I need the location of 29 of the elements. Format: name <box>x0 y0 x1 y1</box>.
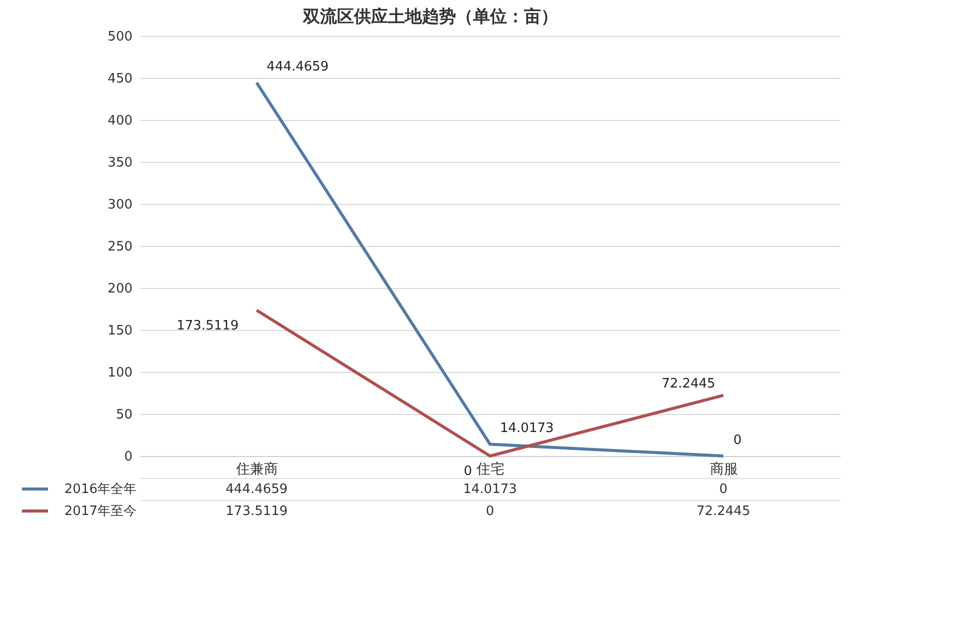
chart-title: 双流区供应土地趋势（单位：亩） <box>302 7 558 27</box>
legend-label: 2017年至今 <box>64 504 136 519</box>
annotation: 444.4659 <box>266 60 329 75</box>
annotation: 0 <box>464 464 472 479</box>
y-tick-label: 200 <box>108 282 132 296</box>
data-label: 72.2445 <box>696 504 750 519</box>
x-tick-label: 住兼商 <box>235 462 278 478</box>
data-label: 0 <box>486 504 494 519</box>
y-tick-label: 250 <box>108 240 132 254</box>
data-label: 14.0173 <box>463 482 517 497</box>
x-tick-label: 住宅 <box>476 462 504 478</box>
annotation: 173.5119 <box>176 318 239 334</box>
y-tick-label: 400 <box>108 114 132 128</box>
legend-label: 2016年全年 <box>64 482 136 497</box>
y-tick-label: 50 <box>116 408 132 422</box>
y-tick-label: 300 <box>108 198 132 212</box>
annotation: 0 <box>733 433 742 448</box>
y-tick-label: 350 <box>108 156 132 170</box>
y-tick-label: 500 <box>108 30 132 44</box>
data-label: 173.5119 <box>226 504 288 519</box>
y-tick-label: 100 <box>108 366 132 380</box>
annotation: 72.2445 <box>662 376 716 392</box>
data-label: 444.4659 <box>226 482 288 497</box>
y-tick-label: 450 <box>108 72 132 86</box>
data-label: 0 <box>719 482 728 497</box>
y-tick-label: 150 <box>108 324 132 338</box>
x-tick-label: 商服 <box>710 462 738 478</box>
y-tick-label: 0 <box>124 450 132 464</box>
annotation: 14.0173 <box>500 421 554 436</box>
